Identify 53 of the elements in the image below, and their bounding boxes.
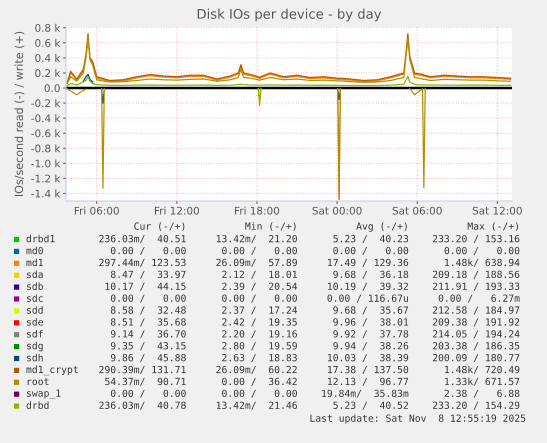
legend-label: md1 xyxy=(26,258,43,266)
text: 9.14 / 36.70 2.20 / 19.16 9.92 / 37.78 214.05 / 194.24 xyxy=(110,330,520,338)
y-axis-title: IOs/second read (-) / write (+) xyxy=(14,32,24,196)
y-tick-label: -0.2 k xyxy=(31,99,60,108)
legend-label: swap_1 xyxy=(27,390,60,399)
text: Last update: Sat Nov 8 12:55:19 2025 xyxy=(310,414,526,424)
legend-label: sdg xyxy=(27,342,43,352)
text: 236.03m/ 40.51 13.42m/ 21.20 5.23 / 40.23 233.20 / 153.16 xyxy=(99,234,520,244)
text: 236.03m/ 40.78 13.42m/ 21.46 5.23 / 40.52 233.20 / 154.29 xyxy=(99,402,520,410)
legend-label: sdf xyxy=(27,330,43,338)
legend-label: sda xyxy=(27,270,43,278)
x-tick-label: Fri 18:00 xyxy=(235,206,280,215)
text: 8.58 / 32.48 2.37 / 17.24 9.68 / 35.67 212.58 / 184.97 xyxy=(110,306,520,315)
y-tick-label: -0.4 k xyxy=(31,114,60,122)
line-series xyxy=(82,74,94,82)
y-tick-label: -1.2 k xyxy=(31,174,60,182)
y-tick-label: 0.2 k xyxy=(35,68,60,78)
legend-label: drbd xyxy=(26,401,49,409)
text: 0.00 / 0.00 0.00 / 0.00 0.00 / 0.00 0.00 / 0.00 xyxy=(110,246,520,256)
text: 8.47 / 33.97 2.12 / 18.01 9.68 / 36.18 209.18 / 188.56 xyxy=(110,270,520,279)
legend-label: sdh xyxy=(27,354,43,362)
legend-label: md0 xyxy=(26,246,43,254)
x-tick-label: Sat 12:00 xyxy=(472,206,522,215)
text: Cur (-/+) Min (-/+) Avg (-/+) Max (-/+) xyxy=(134,222,518,232)
legend-label: sdd xyxy=(27,306,43,314)
text: 0.00 / 0.00 0.00 / 0.00 19.84m/ 35.83m 2.38 / 6.88 xyxy=(110,390,520,398)
text: 0.00 / 0.00 0.00 / 0.00 0.00 / 116.67u 0.00 / 6.27m xyxy=(110,294,520,303)
text: 290.39m/ 131.71 26.09m/ 60.22 17.38 / 137.50 1.48k/ 720.49 xyxy=(99,366,520,374)
text: 9.86 / 45.88 2.63 / 18.83 10.03 / 38.39 200.09 / 180.77 xyxy=(110,354,520,362)
legend-label: drbd1 xyxy=(26,234,55,242)
x-tick-label: Sat 06:00 xyxy=(392,206,442,215)
y-tick-label: -1.4 k xyxy=(31,190,60,198)
legend-label: sdc xyxy=(27,294,43,302)
text: 54.37m/ 90.71 0.00 / 36.42 12.13 / 96.77 1.33k/ 671.57 xyxy=(105,378,520,386)
legend-label: sde xyxy=(27,318,43,326)
y-tick-label: 0.8 k xyxy=(35,24,60,32)
y-tick-label: -0.8 k xyxy=(31,144,60,152)
legend-label: root xyxy=(28,378,48,386)
y-tick-label: 0.6 k xyxy=(35,38,60,47)
y-tick-label: -1.0 k xyxy=(31,159,60,168)
x-tick-label: Sat 00:00 xyxy=(312,206,362,215)
y-tick-label: -0.6 k xyxy=(31,129,60,138)
text: 297.44m/ 123.53 26.09m/ 57.89 17.49 / 129.36 1.48k/ 638.94 xyxy=(99,258,520,267)
x-tick-label: Fri 12:00 xyxy=(154,206,200,215)
text: 8.51 / 35.68 2.42 / 19.35 9.96 / 38.01 209.38 / 191.92 xyxy=(110,318,520,326)
chart-title: Disk IOs per device - by day xyxy=(198,8,382,22)
legend-label: md1_crypt xyxy=(26,366,78,376)
y-tick-label: 0.4 k xyxy=(35,54,60,62)
text: 9.35 / 43.15 2.80 / 19.59 9.94 / 38.26 203.38 / 186.35 xyxy=(110,342,520,350)
x-tick-label: Fri 06:00 xyxy=(74,206,119,215)
text: 10.17 / 44.15 2.39 / 20.54 10.19 / 39.32 211.91 / 193.33 xyxy=(106,282,520,291)
y-tick-label: 0.0 xyxy=(44,84,60,92)
legend-label: sdb xyxy=(27,282,43,290)
